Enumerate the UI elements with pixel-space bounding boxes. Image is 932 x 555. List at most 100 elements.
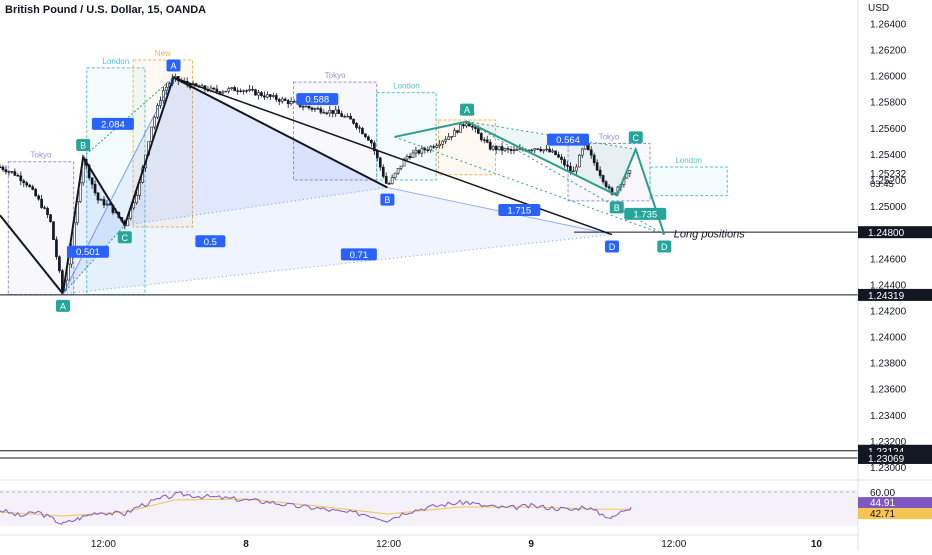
candle-body — [405, 156, 409, 160]
candle-body — [488, 141, 492, 150]
candle — [390, 174, 394, 185]
candle-body — [260, 92, 263, 97]
candle — [598, 166, 602, 179]
candle — [346, 113, 349, 118]
ratio-label: 2.084 — [91, 117, 134, 130]
candle-body — [254, 89, 257, 96]
candle-body — [322, 112, 326, 114]
pattern-right-leg — [394, 120, 666, 235]
candle — [236, 87, 240, 95]
candle-body — [230, 87, 234, 89]
candle-body — [542, 149, 546, 152]
candle-body — [417, 150, 421, 154]
point-label-A: A — [166, 59, 181, 72]
candle-body — [313, 108, 317, 110]
candle — [4, 165, 8, 175]
candle — [266, 91, 269, 99]
candle-body — [43, 207, 46, 209]
candle-body — [370, 139, 373, 144]
candle — [132, 200, 136, 210]
candle — [387, 181, 391, 185]
candle — [254, 88, 257, 96]
ratio-label: 0.71 — [340, 248, 377, 261]
point-label-bg — [657, 240, 672, 253]
candle — [260, 90, 263, 98]
candle — [22, 178, 26, 188]
candle — [378, 156, 382, 171]
candle-body — [4, 169, 8, 173]
ratio-label-text: 0.588 — [305, 95, 329, 106]
candle — [153, 115, 156, 130]
candle-body — [269, 94, 272, 97]
candle-body — [429, 146, 433, 151]
price-pane[interactable] — [0, 0, 858, 480]
candle — [560, 153, 563, 164]
candle-body — [610, 187, 614, 195]
point-label-bg — [117, 231, 132, 244]
candle — [16, 173, 20, 177]
candle-body — [572, 170, 575, 173]
time-axis-layer[interactable]: 12:00 8 12:00 9 12:00 10 — [91, 539, 823, 550]
candle-body — [16, 175, 20, 177]
candle-body — [215, 88, 219, 92]
candle-body — [331, 110, 335, 114]
price-tick-label: 1.24000 — [870, 333, 907, 344]
price-tick-label: 1.25800 — [870, 98, 907, 109]
candle — [49, 214, 52, 223]
candle-body — [575, 166, 578, 172]
candle — [34, 187, 37, 197]
time-tick-label: 9 — [528, 539, 534, 550]
candle-body — [509, 149, 513, 151]
pattern-left-ac-dotted — [62, 224, 126, 295]
candle-body — [343, 116, 346, 118]
candle-body — [512, 149, 516, 152]
candle — [277, 97, 281, 106]
candle — [58, 255, 61, 273]
candle-body — [503, 148, 507, 151]
candle — [512, 146, 516, 155]
candle — [340, 110, 343, 117]
point-label-bg — [628, 131, 643, 144]
candle — [370, 138, 373, 147]
candle — [367, 135, 370, 141]
candle — [248, 84, 251, 93]
candle-body — [271, 95, 275, 97]
candle — [408, 152, 412, 160]
price-tick-label: 1.23400 — [870, 411, 907, 422]
candle — [441, 140, 445, 149]
candle — [319, 106, 323, 115]
candle-body — [438, 143, 442, 146]
candle-body — [479, 133, 483, 141]
candle-body — [456, 130, 459, 133]
candle — [0, 164, 2, 169]
candle — [515, 147, 519, 151]
rsi-line — [0, 491, 632, 525]
candle — [566, 160, 569, 170]
level-badge: 1.24319 — [858, 288, 932, 302]
candle — [31, 184, 35, 191]
candle-body — [49, 214, 52, 223]
candle — [334, 106, 338, 117]
candle-body — [450, 136, 453, 138]
ratio-label-text: 0.5 — [204, 237, 217, 248]
bar-countdown: 03:45 — [870, 179, 894, 190]
session-label: Tokyo — [31, 151, 52, 160]
candle-body — [545, 148, 548, 151]
candle-body — [277, 99, 281, 102]
candle — [269, 94, 272, 100]
point-label-text: D — [661, 242, 668, 252]
candle — [364, 133, 367, 139]
level-badge-text: 1.24319 — [868, 291, 905, 302]
candle-body — [601, 175, 605, 182]
candle — [429, 144, 433, 153]
candle-body — [548, 148, 551, 153]
session-box-new-york — [438, 119, 497, 176]
candle — [485, 135, 489, 144]
candle-body — [266, 94, 269, 98]
candle — [271, 92, 275, 99]
candle-body — [251, 88, 254, 91]
rsi-value-badge-bg — [858, 497, 932, 509]
